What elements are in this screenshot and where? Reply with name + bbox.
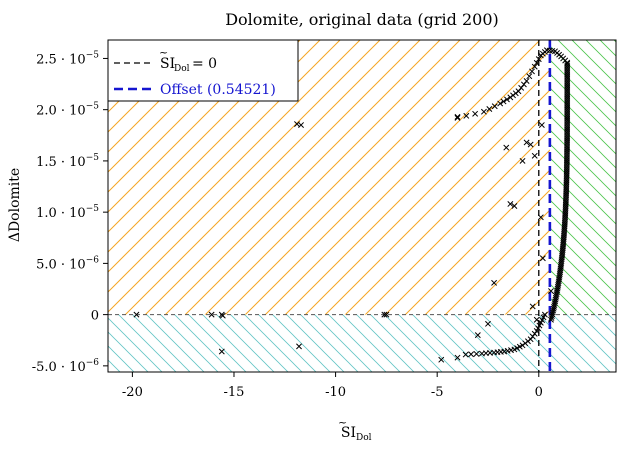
data-point bbox=[527, 141, 534, 148]
y-tick-label: 5.0 · 10−6 bbox=[36, 255, 99, 272]
data-point bbox=[438, 356, 445, 363]
x-axis-label: SI Dol ~ bbox=[338, 416, 372, 443]
legend-label-si-zero: SI bbox=[160, 56, 175, 72]
x-tick-label: -15 bbox=[224, 385, 245, 400]
data-point bbox=[526, 73, 533, 80]
data-point bbox=[564, 60, 571, 67]
legend-tilde: ~ bbox=[159, 46, 168, 59]
x-axis-label-main: SI bbox=[341, 425, 356, 441]
data-point bbox=[523, 139, 530, 146]
y-tick-label: 2.5 · 10−5 bbox=[36, 50, 99, 67]
data-point bbox=[218, 348, 225, 355]
chart-title: Dolomite, original data (grid 200) bbox=[225, 10, 499, 29]
legend-box bbox=[107, 39, 299, 102]
data-point bbox=[383, 311, 390, 318]
x-axis-ticks: -20 -15 -10 -5 0 bbox=[122, 372, 543, 400]
plot-frame bbox=[107, 39, 617, 373]
data-point bbox=[535, 56, 542, 63]
data-point bbox=[531, 63, 538, 70]
data-point bbox=[548, 316, 554, 323]
y-tick-label: 2.0 · 10−5 bbox=[36, 102, 99, 119]
x-tick-label: -10 bbox=[325, 385, 346, 400]
data-point bbox=[462, 351, 469, 358]
data-point bbox=[500, 98, 507, 105]
data-point bbox=[523, 78, 530, 84]
data-point bbox=[381, 311, 388, 318]
data-point bbox=[507, 200, 514, 207]
data-point bbox=[497, 100, 504, 107]
data-point bbox=[474, 332, 481, 339]
data-points bbox=[133, 47, 571, 363]
data-point bbox=[539, 255, 546, 262]
data-point bbox=[491, 279, 498, 286]
data-point bbox=[541, 311, 548, 318]
legend-label-si-zero-rest: = 0 bbox=[192, 56, 217, 72]
data-point bbox=[298, 122, 304, 129]
data-point bbox=[473, 350, 480, 357]
x-axis-label-tilde: ~ bbox=[338, 416, 347, 429]
legend-label-offset: Offset (0.54521) bbox=[160, 82, 276, 98]
data-point bbox=[454, 114, 461, 121]
data-point bbox=[548, 288, 554, 295]
data-point bbox=[533, 59, 540, 66]
data-point bbox=[219, 312, 226, 319]
data-point bbox=[503, 96, 510, 103]
data-point bbox=[454, 113, 461, 120]
legend-label-si-zero-sub: Dol bbox=[174, 64, 190, 74]
data-point bbox=[511, 203, 518, 209]
data-point bbox=[503, 144, 510, 151]
data-point bbox=[537, 214, 544, 221]
y-tick-label: -5.0 · 10−6 bbox=[32, 358, 100, 375]
data-point bbox=[472, 110, 479, 117]
x-tick-label: -20 bbox=[122, 385, 143, 400]
data-point bbox=[519, 157, 526, 164]
data-point bbox=[133, 311, 140, 318]
data-point bbox=[486, 106, 493, 112]
x-tick-label: 0 bbox=[535, 385, 543, 400]
data-point bbox=[468, 351, 475, 358]
data-point bbox=[564, 62, 571, 69]
data-point bbox=[208, 311, 215, 318]
x-tick-label: -5 bbox=[431, 385, 444, 400]
y-axis-ticks: -5.0 · 10−6 0 5.0 · 10−6 1.0 · 10−5 1.5 · 10… bbox=[32, 50, 108, 375]
legend: SI Dol = 0 ~ Offset (0.54521) bbox=[107, 39, 299, 102]
data-point bbox=[480, 108, 487, 115]
y-axis-label: ΔDolomite bbox=[7, 168, 23, 242]
y-tick-label: 1.5 · 10−5 bbox=[36, 153, 99, 170]
data-point bbox=[538, 122, 545, 129]
data-point bbox=[531, 152, 538, 159]
data-point bbox=[454, 354, 461, 361]
data-point bbox=[485, 320, 491, 327]
y-tick-label: 1.0 · 10−5 bbox=[36, 204, 99, 221]
x-axis-label-sub: Dol bbox=[356, 433, 372, 443]
data-point bbox=[529, 68, 535, 75]
dissolution-region bbox=[108, 314, 616, 372]
data-point bbox=[491, 103, 498, 110]
y-tick-label: 0 bbox=[91, 309, 99, 324]
data-point bbox=[533, 316, 540, 323]
data-point bbox=[463, 112, 470, 119]
data-point bbox=[296, 343, 302, 350]
data-point bbox=[529, 303, 536, 310]
